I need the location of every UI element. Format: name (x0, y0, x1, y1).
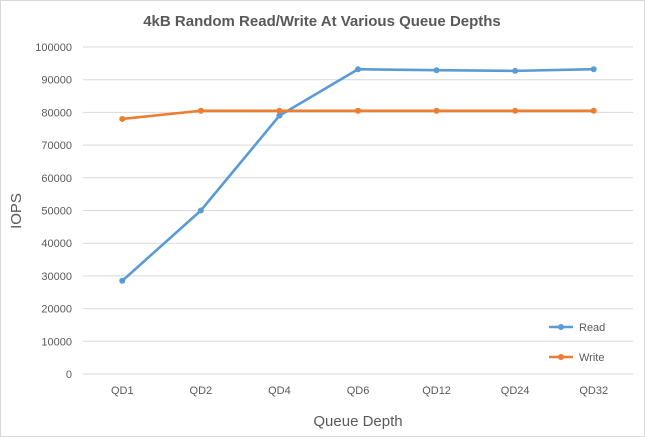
chart-title: 4kB Random Read/Write At Various Queue D… (143, 13, 501, 30)
x-axis-ticks: QD1 QD2 QD4 QD6 QD12 QD24 QD32 (111, 385, 608, 397)
x-tick-label: QD4 (268, 385, 291, 397)
series-line (120, 67, 596, 283)
data-point (276, 107, 283, 114)
x-axis-title: Queue Depth (313, 413, 402, 430)
x-tick-label: QD32 (579, 385, 608, 397)
y-tick-label: 0 (66, 369, 72, 381)
series-layer (119, 66, 597, 284)
data-point (590, 107, 597, 114)
y-axis-ticks: 0 10000 20000 30000 40000 50000 60000 70000 8000… (35, 42, 72, 381)
x-tick-label: QD6 (347, 385, 370, 397)
x-tick-label: QD2 (190, 385, 213, 397)
legend-label: Read (579, 322, 605, 334)
data-point (590, 66, 597, 73)
legend: Read Write (549, 322, 605, 364)
data-point (433, 67, 440, 74)
data-point (276, 112, 283, 119)
y-tick-label: 80000 (41, 107, 72, 119)
data-point (355, 107, 361, 114)
data-point (197, 207, 204, 214)
data-point (355, 66, 361, 73)
data-point (119, 115, 126, 122)
x-tick-label: QD12 (422, 385, 451, 397)
y-tick-label: 60000 (41, 173, 72, 185)
series-read (119, 66, 597, 284)
series-write (119, 107, 597, 122)
y-tick-label: 30000 (41, 271, 72, 283)
legend-item: Read (549, 322, 605, 334)
y-axis-title: IOPS (8, 193, 25, 229)
legend-label: Write (579, 352, 604, 364)
gridlines (83, 46, 633, 375)
y-tick-label: 90000 (41, 75, 72, 87)
data-point (512, 67, 519, 74)
y-tick-label: 100000 (35, 42, 72, 54)
x-tick-label: QD24 (501, 385, 530, 397)
data-point (433, 107, 440, 114)
legend-swatch-marker (558, 324, 564, 330)
y-tick-label: 50000 (41, 206, 72, 218)
y-tick-label: 20000 (41, 304, 72, 316)
data-point (119, 277, 126, 284)
y-tick-label: 40000 (41, 238, 72, 250)
y-tick-label: 10000 (41, 336, 72, 348)
x-tick-label: QD1 (111, 385, 134, 397)
y-tick-label: 70000 (41, 140, 72, 152)
legend-swatch-marker (558, 354, 564, 360)
legend-item: Write (549, 352, 604, 364)
data-point (512, 107, 519, 114)
data-point (197, 107, 204, 114)
